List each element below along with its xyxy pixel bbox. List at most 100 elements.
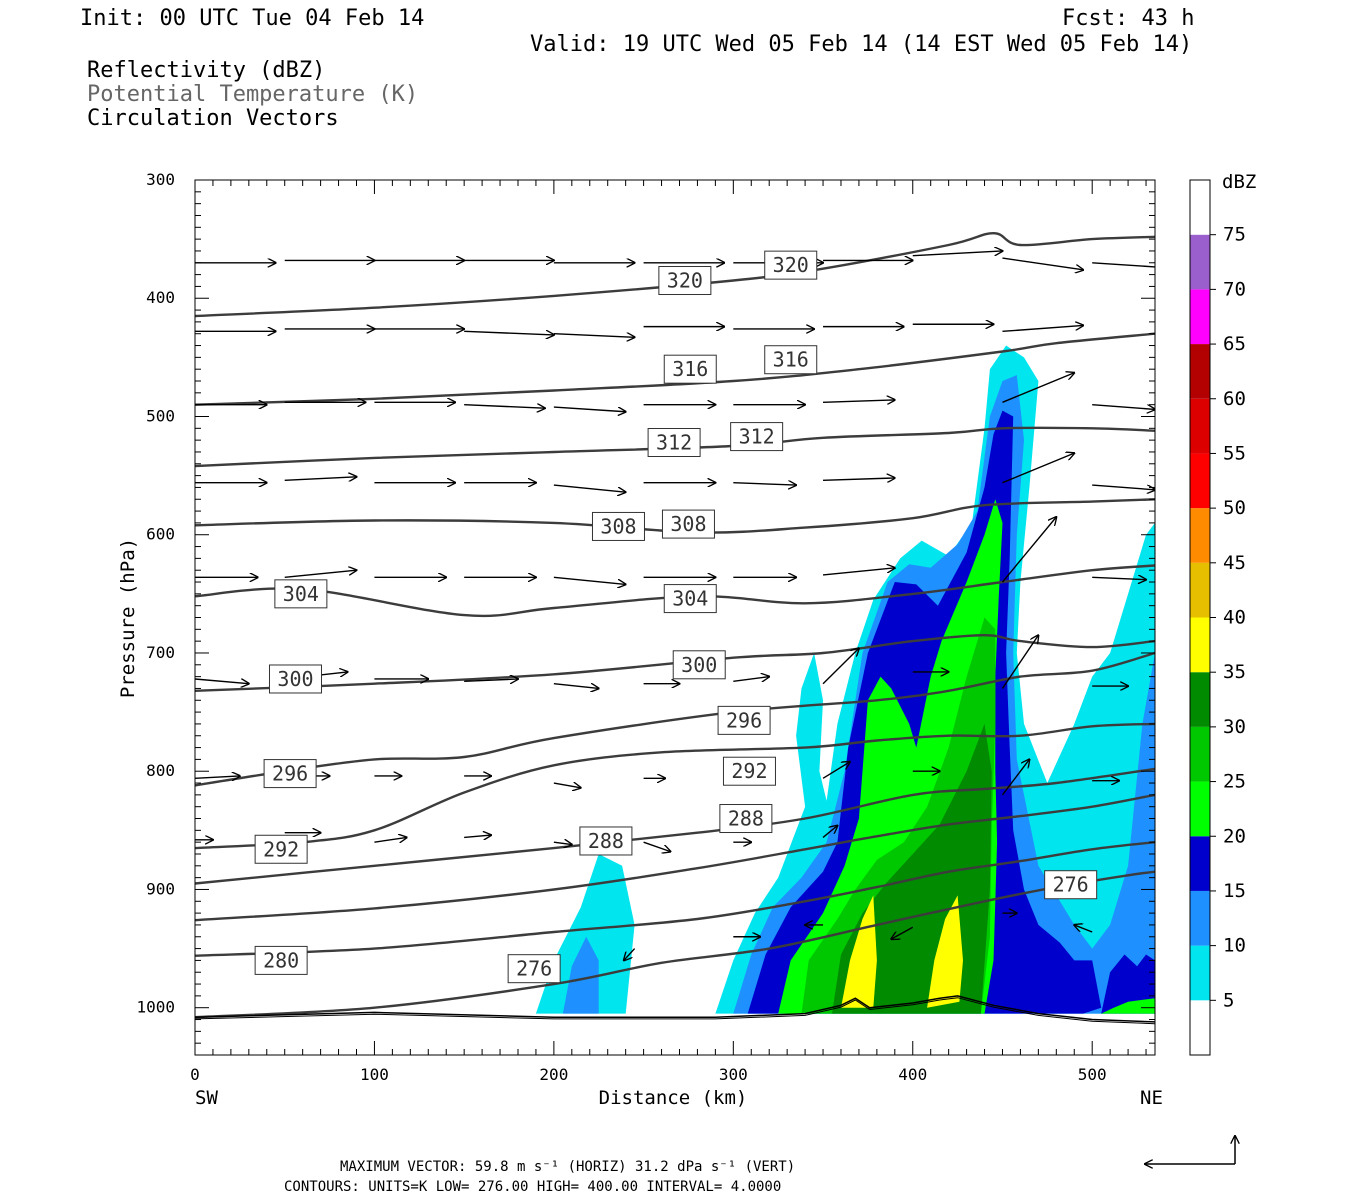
circulation-vector — [553, 783, 581, 788]
reflectivity-region-20dbz — [1101, 998, 1155, 1014]
isentrope-284 — [195, 793, 1155, 922]
colorbar-tick-label: 65 — [1223, 333, 1246, 355]
isentrope-label-304: 304 — [672, 587, 708, 611]
y-axis-label: Pressure (hPa) — [117, 538, 139, 698]
isentrope-label-276: 276 — [1053, 873, 1089, 897]
contour-info-note: CONTOURS: UNITS=K LOW= 276.00 HIGH= 400.… — [284, 1179, 781, 1195]
circulation-vectors — [195, 251, 1155, 961]
circulation-vector — [822, 648, 859, 685]
circulation-vector — [1002, 373, 1074, 403]
circulation-vector — [1002, 325, 1083, 333]
circulation-vector — [553, 334, 635, 338]
circulation-vector — [823, 400, 895, 402]
colorbar: 5 10 15 20 25 30 35 40 45 50 55 60 65 70 75 — [1189, 179, 1246, 1056]
surface-pressure-line — [195, 995, 1155, 1023]
colorbar-bin-55 — [1190, 398, 1210, 454]
valid-time: Valid: 19 UTC Wed 05 Feb 14 (14 EST Wed … — [530, 32, 1192, 57]
y-tick-label: 1000 — [136, 998, 175, 1017]
init-time: Init: 00 UTC Tue 04 Feb 14 — [80, 6, 424, 31]
colorbar-tick-label: 25 — [1223, 771, 1246, 793]
circulation-vector — [553, 842, 572, 844]
x-tick-label: 500 — [1078, 1065, 1107, 1084]
circulation-vector — [624, 948, 636, 961]
maximum-vector-note: MAXIMUM VECTOR: 59.8 m s⁻¹ (HORIZ) 31.2 … — [340, 1159, 795, 1175]
isentrope-label-304: 304 — [283, 582, 319, 606]
colorbar-tick-label: 15 — [1223, 880, 1246, 902]
colorbar-bin-15 — [1190, 836, 1210, 891]
circulation-vector — [284, 477, 357, 481]
isentrope-label-300: 300 — [681, 653, 717, 677]
circulation-vector — [464, 331, 554, 335]
colorbar-bin-65 — [1190, 289, 1210, 345]
isentrope-label-box — [579, 826, 633, 856]
isentrope-label-box — [722, 756, 776, 786]
field-title-theta: Potential Temperature (K) — [87, 82, 418, 107]
circulation-vector — [553, 484, 626, 492]
circulation-vector — [643, 841, 671, 851]
isentrope-label-312: 312 — [739, 425, 775, 449]
colorbar-bin-75 — [1190, 180, 1210, 235]
forecast-hour: Fcst: 43 h — [1062, 6, 1194, 31]
colorbar-bin-35 — [1190, 617, 1210, 673]
isentrope-label-276: 276 — [516, 957, 552, 981]
isentrope-label-box — [1044, 870, 1098, 900]
x-tick-label: 0 — [190, 1065, 200, 1084]
colorbar-tick-label: 10 — [1223, 935, 1246, 957]
isentrope-label-280: 280 — [263, 948, 299, 972]
circulation-vector — [733, 677, 769, 682]
reference-vector-icon — [1145, 1136, 1235, 1164]
circulation-vector — [464, 835, 491, 837]
isentrope-316 — [195, 332, 1155, 406]
axes: 300 400 500 600 700 800 900 1000 0 100 200 300 400 50… — [136, 170, 1155, 1084]
isentrope-label-288: 288 — [728, 807, 764, 831]
circulation-vector — [464, 679, 518, 681]
circulation-vector — [284, 570, 357, 578]
reflectivity-region-15dbz — [1101, 954, 1155, 1014]
isentrope-label-292: 292 — [731, 759, 767, 783]
circulation-vector — [553, 576, 626, 584]
isentrope-label-box — [663, 584, 717, 614]
colorbar-bin-30 — [1190, 672, 1210, 727]
colorbar-bin-20 — [1190, 781, 1210, 837]
isentrope-label-box — [661, 509, 715, 539]
y-tick-label: 600 — [146, 525, 175, 544]
isentrope-label-box — [719, 804, 773, 834]
circulation-vector — [1092, 262, 1155, 268]
surface-pressure — [195, 995, 1155, 1025]
colorbar-tick-label: 50 — [1223, 497, 1246, 519]
isentrope-280 — [195, 841, 1155, 957]
circulation-vector — [1092, 403, 1155, 410]
x-tick-label: 400 — [898, 1065, 927, 1084]
isentrope-308 — [195, 498, 1155, 534]
isentrope-label-box — [591, 511, 645, 541]
field-title-reflectivity: Reflectivity (dBZ) — [87, 58, 325, 83]
field-title-vectors: Circulation Vectors — [87, 106, 339, 131]
isentrope-label-box — [672, 650, 726, 680]
x-tick-label: 200 — [539, 1065, 568, 1084]
isentrope-label-box — [263, 759, 317, 789]
isentrope-label-300: 300 — [277, 667, 313, 691]
circulation-vector — [1092, 484, 1155, 490]
isentrope-300 — [195, 633, 1155, 692]
reflectivity-fill — [535, 345, 1155, 1014]
reflectivity-region-10dbz — [562, 936, 599, 1014]
isentrope-label-box — [658, 266, 712, 296]
x-end-label-left: SW — [195, 1087, 218, 1109]
x-tick-label: 100 — [360, 1065, 389, 1084]
y-tick-label: 700 — [146, 643, 175, 662]
isentrope-label-296: 296 — [272, 762, 308, 786]
isentrope-label-box — [254, 834, 308, 864]
circulation-vector — [1002, 453, 1074, 484]
isentrope-296 — [195, 651, 1155, 787]
reflectivity-region-35dbz — [927, 895, 963, 1008]
colorbar-bin-25 — [1190, 726, 1210, 782]
colorbar-tick-label: 30 — [1223, 716, 1246, 738]
reflectivity-region-35dbz — [841, 895, 877, 1008]
colorbar-bin-60 — [1190, 344, 1210, 399]
y-tick-label: 500 — [146, 406, 175, 425]
circulation-vector — [1001, 517, 1056, 583]
y-tick-label: 800 — [146, 761, 175, 780]
circulation-vector — [822, 568, 895, 576]
isentrope-label-box — [254, 945, 308, 975]
colorbar-bin-5 — [1190, 945, 1210, 1001]
